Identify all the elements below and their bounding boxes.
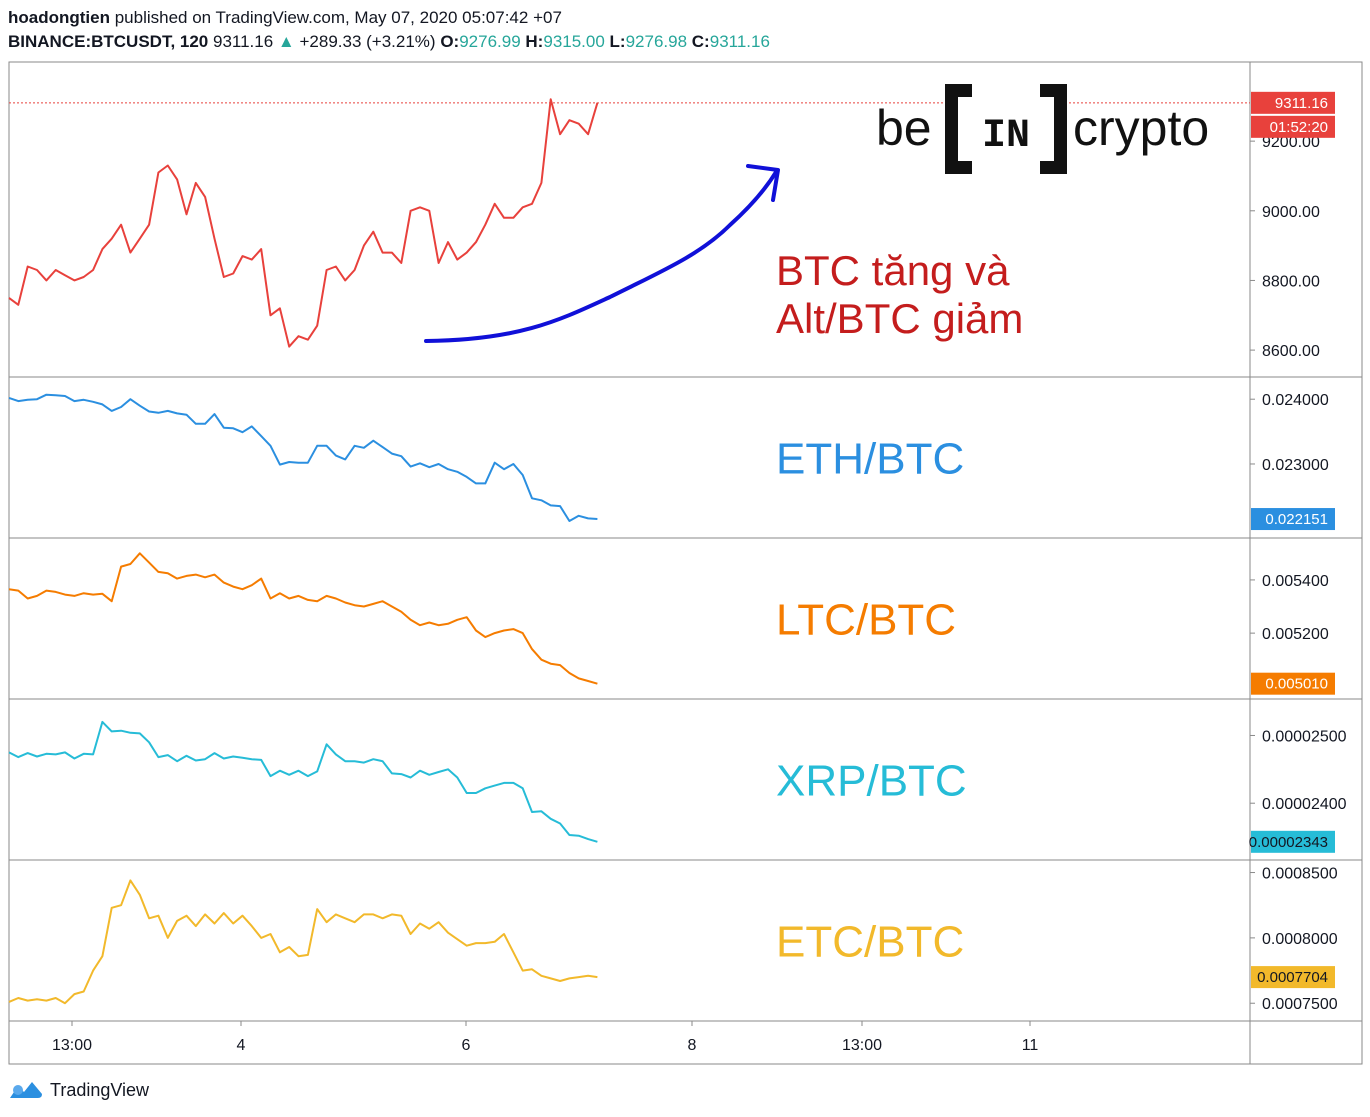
logo-middle-text: IN xyxy=(982,114,1030,159)
price-tick-label: 0.00002500 xyxy=(1262,728,1347,745)
logo-gap-top xyxy=(972,84,1040,100)
price-tick-label: 0.005200 xyxy=(1262,626,1329,643)
publish-line: hoadongtien published on TradingView.com… xyxy=(8,6,770,30)
tradingview-logo-icon[interactable] xyxy=(8,1078,44,1102)
eth-last-value-label: 0.022151 xyxy=(1265,511,1328,528)
logo-box-inner xyxy=(958,97,1054,161)
arrow-head-icon xyxy=(746,164,780,202)
time-tick-label: 13:00 xyxy=(52,1037,92,1054)
author-name[interactable]: hoadongtien xyxy=(8,8,110,27)
trend-arrow-curve xyxy=(424,170,778,343)
xrp-last-value-label: 0.00002343 xyxy=(1249,834,1328,851)
logo-gap-bottom xyxy=(972,158,1040,174)
etc-series-line xyxy=(8,879,598,1005)
btc-note-line-1: BTC tăng và xyxy=(776,247,1010,294)
time-tick-label: 11 xyxy=(1022,1037,1039,1054)
ohlc-line: BINANCE:BTCUSDT, 120 9311.16 ▲ +289.33 (… xyxy=(8,30,770,54)
etc-pane[interactable]: 0.0007500 0.0008000 0.0008500 0.0007704 ETC/… xyxy=(8,866,1338,1014)
up-triangle-icon: ▲ xyxy=(277,32,295,51)
publish-info: published on TradingView.com, May 07, 20… xyxy=(109,8,562,27)
time-tick-label: 4 xyxy=(237,1037,246,1054)
eth-last-value-badge xyxy=(1251,508,1335,531)
low-value: 9276.98 xyxy=(625,32,688,51)
eth-series-line xyxy=(8,393,598,522)
etc-last-value-badge xyxy=(1251,966,1335,989)
price-tick-label: 0.005400 xyxy=(1262,573,1329,590)
btc-last-value-label: 9311.16 xyxy=(1275,95,1328,112)
trend-arrow xyxy=(424,164,780,343)
ltc-series-line xyxy=(8,552,598,685)
xrp-series-line xyxy=(8,720,598,843)
etc-pair-label: ETC/BTC xyxy=(776,918,964,967)
price-tick-label: 8600.00 xyxy=(1262,343,1320,360)
btc-series-line xyxy=(8,98,599,348)
beincrypto-logo: be IN crypto xyxy=(876,84,1209,174)
price-tick-label: 0.0008500 xyxy=(1262,866,1338,883)
close-label: C: xyxy=(691,32,710,51)
chart-panes: 8600.00 8800.00 9000.00 9200.00 9311.16 01:52… xyxy=(8,91,1347,1014)
chart-header: hoadongtien published on TradingView.com… xyxy=(8,6,770,54)
xrp-pane[interactable]: 0.00002400 0.00002500 0.00002343 XRP/BTC xyxy=(8,720,1347,853)
logo-right-text: crypto xyxy=(1073,100,1209,156)
price-tick-label: 0.024000 xyxy=(1262,392,1329,409)
high-label: H: xyxy=(525,32,544,51)
ltc-pair-label: LTC/BTC xyxy=(776,596,956,645)
btc-last-value-badge xyxy=(1251,91,1335,114)
logo-left-text: be xyxy=(876,100,932,156)
last-price: 9311.16 xyxy=(212,32,274,51)
ltc-pane[interactable]: 0.005200 0.005400 0.005010 LTC/BTC xyxy=(8,552,1335,695)
btc-countdown-label: 01:52:20 xyxy=(1270,119,1328,136)
outer-border xyxy=(8,61,1363,1065)
xrp-pair-label: XRP/BTC xyxy=(776,757,967,806)
ltc-last-value-label: 0.005010 xyxy=(1265,676,1328,693)
low-label: L: xyxy=(609,32,626,51)
price-tick-label: 0.023000 xyxy=(1262,457,1329,474)
eth-pane[interactable]: 0.023000 0.024000 0.022151 ETH/BTC xyxy=(8,392,1335,531)
xrp-last-value-badge xyxy=(1251,830,1335,853)
open-value: 9276.99 xyxy=(459,32,521,51)
price-tick-label: 0.0008000 xyxy=(1262,931,1338,948)
price-tick-label: 9200.00 xyxy=(1262,134,1320,151)
btc-pane[interactable]: 8600.00 8800.00 9000.00 9200.00 9311.16 01:52… xyxy=(8,91,1335,360)
high-value: 9315.00 xyxy=(543,32,605,51)
footer: TradingView xyxy=(8,1076,149,1104)
btc-note-line-2: Alt/BTC giảm xyxy=(776,295,1023,342)
price-tick-label: 0.00002400 xyxy=(1262,796,1347,813)
eth-pair-label: ETH/BTC xyxy=(776,435,964,484)
etc-last-value-label: 0.0007704 xyxy=(1257,969,1328,986)
chart-frame xyxy=(8,61,1363,1065)
price-change: +289.33 (+3.21%) xyxy=(299,32,436,51)
time-tick-label: 8 xyxy=(688,1037,697,1054)
symbol-label[interactable]: BINANCE:BTCUSDT, 120 xyxy=(8,32,209,51)
tradingview-brand[interactable]: TradingView xyxy=(50,1079,150,1100)
open-label: O: xyxy=(440,32,460,51)
price-tick-label: 9000.00 xyxy=(1262,204,1320,221)
ltc-last-value-badge xyxy=(1251,672,1335,695)
btc-countdown-badge xyxy=(1251,115,1335,138)
time-tick-label: 13:00 xyxy=(842,1037,882,1054)
price-tick-label: 0.0007500 xyxy=(1262,996,1338,1013)
price-tick-label: 8800.00 xyxy=(1262,273,1320,290)
close-value: 9311.16 xyxy=(709,32,770,51)
time-axis[interactable]: 13:00 4 6 8 13:00 11 xyxy=(52,1021,1038,1054)
time-tick-label: 6 xyxy=(462,1037,471,1054)
